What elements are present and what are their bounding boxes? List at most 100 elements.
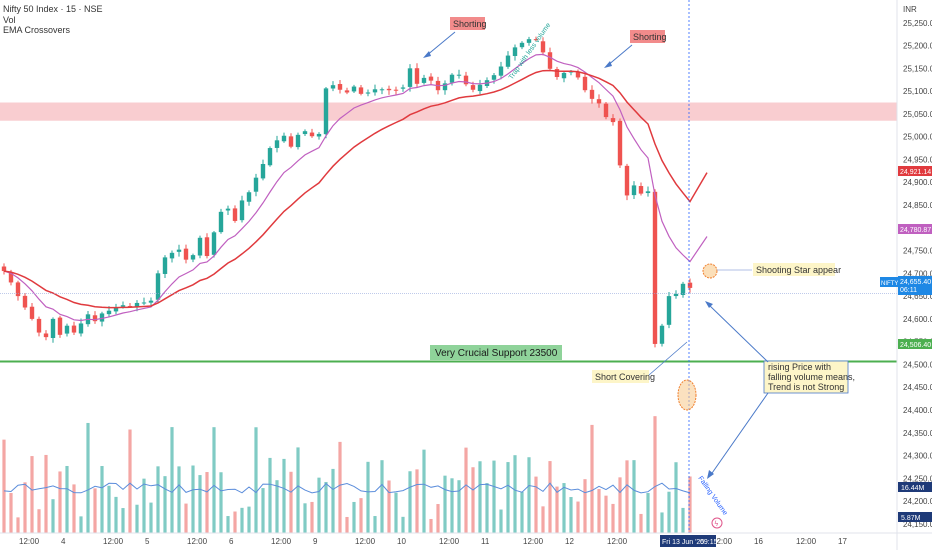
price-tick-label: 24,150.00 xyxy=(903,520,932,529)
volume-bar xyxy=(114,496,118,533)
candle-body xyxy=(575,72,581,78)
candle-body xyxy=(50,318,56,338)
time-tick-label: 12:00 xyxy=(103,537,124,546)
trend-note-line-1: rising Price with xyxy=(768,362,831,372)
price-axis-ticks: 25,250.00 25,200.00 25,150.00 25,100.00 25,0… xyxy=(903,19,932,529)
volume-bar xyxy=(408,471,412,533)
shooting-star-label-bg xyxy=(753,263,835,276)
support-tag: 24,506.40 xyxy=(900,342,931,349)
volume-bar xyxy=(86,422,90,533)
candle-body xyxy=(379,89,385,91)
lightning-icon[interactable] xyxy=(711,517,723,529)
time-tick-label: 16 xyxy=(754,537,763,546)
volume-bar xyxy=(639,513,643,533)
support-tag-bg xyxy=(898,339,932,349)
ema-slow-line xyxy=(3,69,708,309)
candle-body xyxy=(666,296,672,325)
support-label-bg xyxy=(430,345,562,360)
price-tick-label: 24,600.00 xyxy=(903,315,932,324)
candle-body xyxy=(225,208,231,211)
volume-bar xyxy=(450,478,454,533)
volume-bar xyxy=(464,447,468,533)
countdown-tag: 06:11 xyxy=(900,287,917,294)
candle-body xyxy=(71,325,77,333)
volume-bar xyxy=(352,501,356,533)
candle-body xyxy=(288,136,294,147)
volume-bar xyxy=(44,454,48,533)
time-tick-label: 12:00 xyxy=(271,537,292,546)
volume-bar xyxy=(548,461,552,533)
candle-body xyxy=(519,42,525,48)
volume-bar xyxy=(667,491,671,533)
shorting-arrow-2 xyxy=(606,44,633,67)
volume-bar xyxy=(562,483,566,533)
candle-body xyxy=(106,310,112,315)
volume-bar xyxy=(555,486,559,533)
candle-body xyxy=(274,140,280,148)
candle-body xyxy=(155,273,161,300)
candle-body xyxy=(365,92,371,94)
candle-body xyxy=(330,85,336,89)
price-axis[interactable] xyxy=(897,0,932,533)
volume-bar xyxy=(373,516,377,533)
time-tick-label: 12:00 xyxy=(796,537,817,546)
volume-ma-line xyxy=(3,482,691,494)
volume-bar xyxy=(380,460,384,533)
candle-body xyxy=(211,232,217,255)
volume-bar xyxy=(429,518,433,533)
volume-bar xyxy=(163,476,167,533)
volume-bar xyxy=(303,503,307,533)
volume-bar xyxy=(590,424,594,533)
volume-bar xyxy=(436,504,440,533)
volume-bar xyxy=(93,488,97,533)
volume-bar xyxy=(121,508,125,533)
volume-bar xyxy=(359,498,363,533)
volume-bar xyxy=(611,503,615,533)
volume-indicator-label: Vol xyxy=(3,15,16,25)
volume-bar xyxy=(345,516,349,533)
volume-bar xyxy=(583,479,587,533)
volume-bar xyxy=(527,457,531,533)
candle-body xyxy=(512,47,518,57)
volume-bar xyxy=(499,509,503,533)
volume-bar xyxy=(9,492,13,533)
candle-body xyxy=(64,325,70,334)
volume-bar xyxy=(289,471,293,533)
candle-body xyxy=(603,103,609,118)
volume-bar xyxy=(394,492,398,533)
volume-bar xyxy=(471,467,475,533)
price-tick-label: 25,000.00 xyxy=(903,133,932,142)
candle-body xyxy=(127,305,133,307)
volume-bar xyxy=(618,477,622,533)
candle-body xyxy=(442,83,448,91)
trend-note-line-2: falling volume means, xyxy=(768,372,855,382)
candle-body xyxy=(624,165,630,196)
volume-bar xyxy=(212,427,216,533)
candle-body xyxy=(351,86,357,92)
volume-bar xyxy=(646,493,650,533)
nifty-tag-bg xyxy=(880,277,898,287)
shorting-label-2-bg xyxy=(630,30,665,43)
candle-body xyxy=(505,55,511,67)
time-tick-label: 5 xyxy=(145,537,150,546)
candle-body xyxy=(15,282,21,297)
time-tick-label: 12:00 xyxy=(439,537,460,546)
candle-body xyxy=(645,191,651,194)
volume-bar xyxy=(478,461,482,533)
candle-body xyxy=(99,313,105,322)
volume-bar xyxy=(191,465,195,533)
candle-body xyxy=(232,208,238,221)
support-label: Very Crucial Support 23500 xyxy=(435,348,558,359)
ema-red-tag: 24,921.14 xyxy=(900,169,931,176)
price-tick-label: 24,400.00 xyxy=(903,406,932,415)
candle-body xyxy=(414,68,420,84)
volume-bar xyxy=(331,468,335,533)
candle-body xyxy=(547,52,553,69)
candle-body xyxy=(113,307,119,312)
candle-body xyxy=(687,282,693,288)
candle-body xyxy=(323,88,329,135)
volume-bar xyxy=(205,472,209,533)
volume-bar xyxy=(688,476,692,533)
time-tick-label: 11 xyxy=(481,537,490,546)
